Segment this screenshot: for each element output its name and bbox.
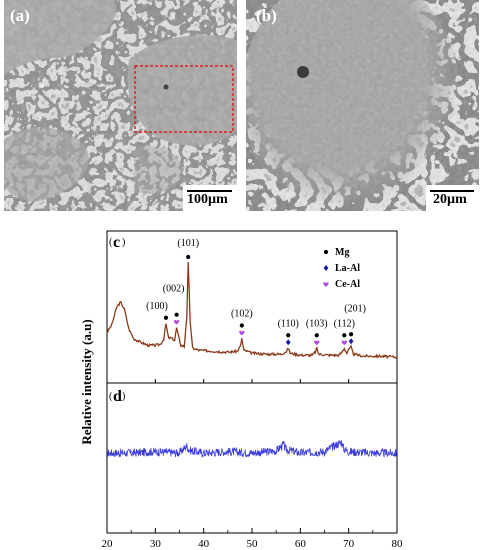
peak-marker-diamond [285,339,291,346]
x-tick-label: 70 [343,538,355,550]
peak-label: (100) [146,301,168,312]
legend-marker-diamond [323,265,329,271]
peak-marker-circle [286,333,291,338]
panel-c-label-close: ) [122,237,125,248]
panel-label-b: (b) [256,6,277,25]
x-tick-label: 60 [295,538,307,550]
scale-bar-a [187,190,232,192]
panel-d-label: d [113,388,122,405]
peak-label: (110) [278,318,299,329]
panel-d-frame [106,382,398,534]
sem-panel-a: (a) 100µm [4,0,237,211]
peak-marker-heart [314,340,320,346]
legend-marker-circle [323,249,329,255]
peak-marker-diamond [348,338,354,345]
x-tick-label: 80 [392,538,404,550]
peak-marker-heart [239,330,245,336]
peak-marker-circle [239,323,244,328]
scale-bar-b [430,190,474,192]
xrd-chart: 203040506070802θ (degree)Relative intens… [79,230,404,550]
panel-d-label-open: ( [109,391,113,402]
peak-label: (201) [344,303,366,314]
x-tick-label: 20 [102,538,114,550]
scale-text-a: 100µm [187,192,228,207]
xrd-line-c [106,262,398,360]
legend-marker-heart [323,282,329,287]
scale-box-b [426,185,479,211]
peak-label: (101) [177,238,199,249]
sem-image-b [246,0,479,211]
xrd-line-d [106,440,397,459]
panel-label-a: (a) [10,6,30,25]
zoom-region-box [134,65,234,133]
sem-panel-b: (b) 20µm [246,0,479,211]
peak-marker-circle [174,312,179,317]
peak-marker-heart [173,319,180,325]
legend-label: Ce-Al [335,279,360,290]
peak-marker-circle [342,333,347,338]
x-tick-label: 40 [198,538,210,550]
x-tick-label: 30 [150,538,162,550]
peak-marker-circle [348,332,354,337]
legend-label: Mg [335,247,349,258]
sem-image-a [4,0,237,211]
legend-label: La-Al [335,263,360,274]
peak-label: (103) [306,318,328,329]
peak-label: (112) [334,318,355,329]
peak-marker-circle [186,254,191,260]
panel-c-label-open: ( [109,237,113,248]
peak-marker-circle [163,315,169,320]
peak-label: (002) [163,284,185,295]
peak-marker-heart [341,340,347,346]
scale-text-b: 20µm [433,192,467,207]
y-axis-label: Relative intensity (a.u) [79,319,94,444]
x-tick-label: 50 [247,538,259,550]
panel-c-label: c [113,234,120,251]
scale-box-a [183,185,237,211]
panel-d-label-close: ) [122,391,125,402]
peak-marker-circle [314,333,319,338]
peak-label: (102) [231,308,253,319]
